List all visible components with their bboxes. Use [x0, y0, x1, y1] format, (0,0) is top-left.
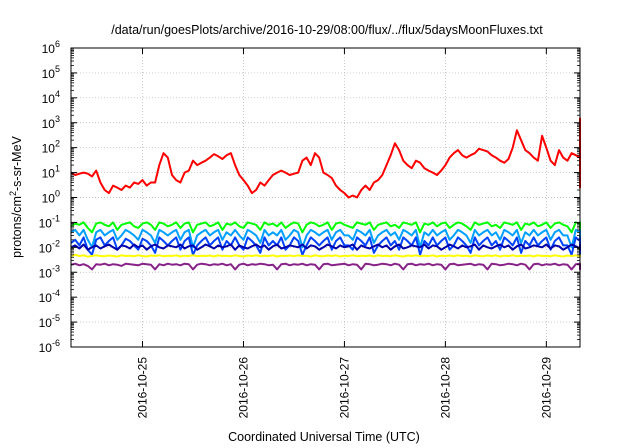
y-tick-base: 10 [42, 117, 56, 131]
y-tick-label: 102 [42, 139, 60, 156]
y-tick-label: 106 [42, 39, 60, 56]
y-tick-labels: 10-610-510-410-310-210-11001011021031041… [39, 39, 60, 355]
series-line [71, 118, 580, 197]
y-tick-exponent: 1 [55, 164, 60, 174]
series-line [71, 245, 580, 250]
series-line [71, 255, 580, 257]
y-tick-base: 10 [42, 42, 56, 56]
y-tick-label: 10-1 [39, 213, 60, 230]
y-tick-base: 10 [42, 67, 56, 81]
y-tick-base: 10 [39, 341, 53, 355]
x-tick-labels: 2016-10-25 2016-10-26 2016-10-27 2016-10-28… [136, 357, 554, 419]
y-tick-exponent: 6 [55, 39, 60, 49]
y-tick-base: 10 [39, 216, 53, 230]
y-tick-exponent: -5 [52, 313, 60, 323]
y-tick-label: 105 [42, 64, 60, 81]
x-tick-label: 2016-10-27 [337, 357, 351, 419]
x-tick-label: 2016-10-26 [236, 357, 250, 419]
y-tick-label: 10-6 [39, 338, 60, 355]
y-tick-label: 10-3 [39, 263, 60, 280]
y-tick-base: 10 [42, 92, 56, 106]
y-axis-label-part2: -s-sr-MeV [10, 135, 24, 191]
y-tick-exponent: -4 [52, 288, 60, 298]
y-tick-exponent: 5 [55, 64, 60, 74]
y-tick-exponent: 0 [55, 189, 60, 199]
y-tick-exponent: -3 [52, 263, 60, 273]
chart-title: /data/run/goesPlots/archive/2016-10-29/0… [111, 23, 543, 37]
y-tick-label: 100 [42, 189, 60, 206]
y-tick-base: 10 [39, 241, 53, 255]
y-tick-exponent: 4 [55, 89, 60, 99]
x-tick-label: 2016-10-25 [136, 357, 150, 419]
y-tick-label: 10-2 [39, 238, 60, 255]
y-tick-exponent: -1 [52, 213, 60, 223]
y-tick-label: 104 [42, 89, 60, 106]
y-tick-base: 10 [42, 167, 56, 181]
y-tick-base: 10 [39, 316, 53, 330]
y-tick-label: 10-4 [39, 288, 60, 305]
y-tick-base: 10 [39, 291, 53, 305]
y-tick-exponent: 3 [55, 114, 60, 124]
y-tick-base: 10 [39, 266, 53, 280]
flux-chart: /data/run/goesPlots/archive/2016-10-29/0… [0, 0, 640, 448]
y-tick-label: 101 [42, 164, 60, 181]
x-tick-label: 2016-10-28 [438, 357, 452, 419]
grid-lines [71, 48, 580, 347]
y-tick-exponent: -6 [52, 338, 60, 348]
y-tick-exponent: 2 [55, 139, 60, 149]
y-tick-label: 10-5 [39, 313, 60, 330]
series-line [71, 264, 580, 270]
y-tick-label: 103 [42, 114, 60, 131]
y-tick-base: 10 [42, 142, 56, 156]
x-tick-label: 2016-10-29 [539, 357, 553, 419]
y-tick-base: 10 [42, 192, 56, 206]
y-axis-label-part1: protons/cm [10, 196, 24, 258]
x-axis-label: Coordinated Universal Time (UTC) [228, 430, 420, 444]
y-axis-label: protons/cm2-s-sr-MeV [8, 135, 24, 257]
y-tick-exponent: -2 [52, 238, 60, 248]
series-lines [71, 118, 580, 269]
